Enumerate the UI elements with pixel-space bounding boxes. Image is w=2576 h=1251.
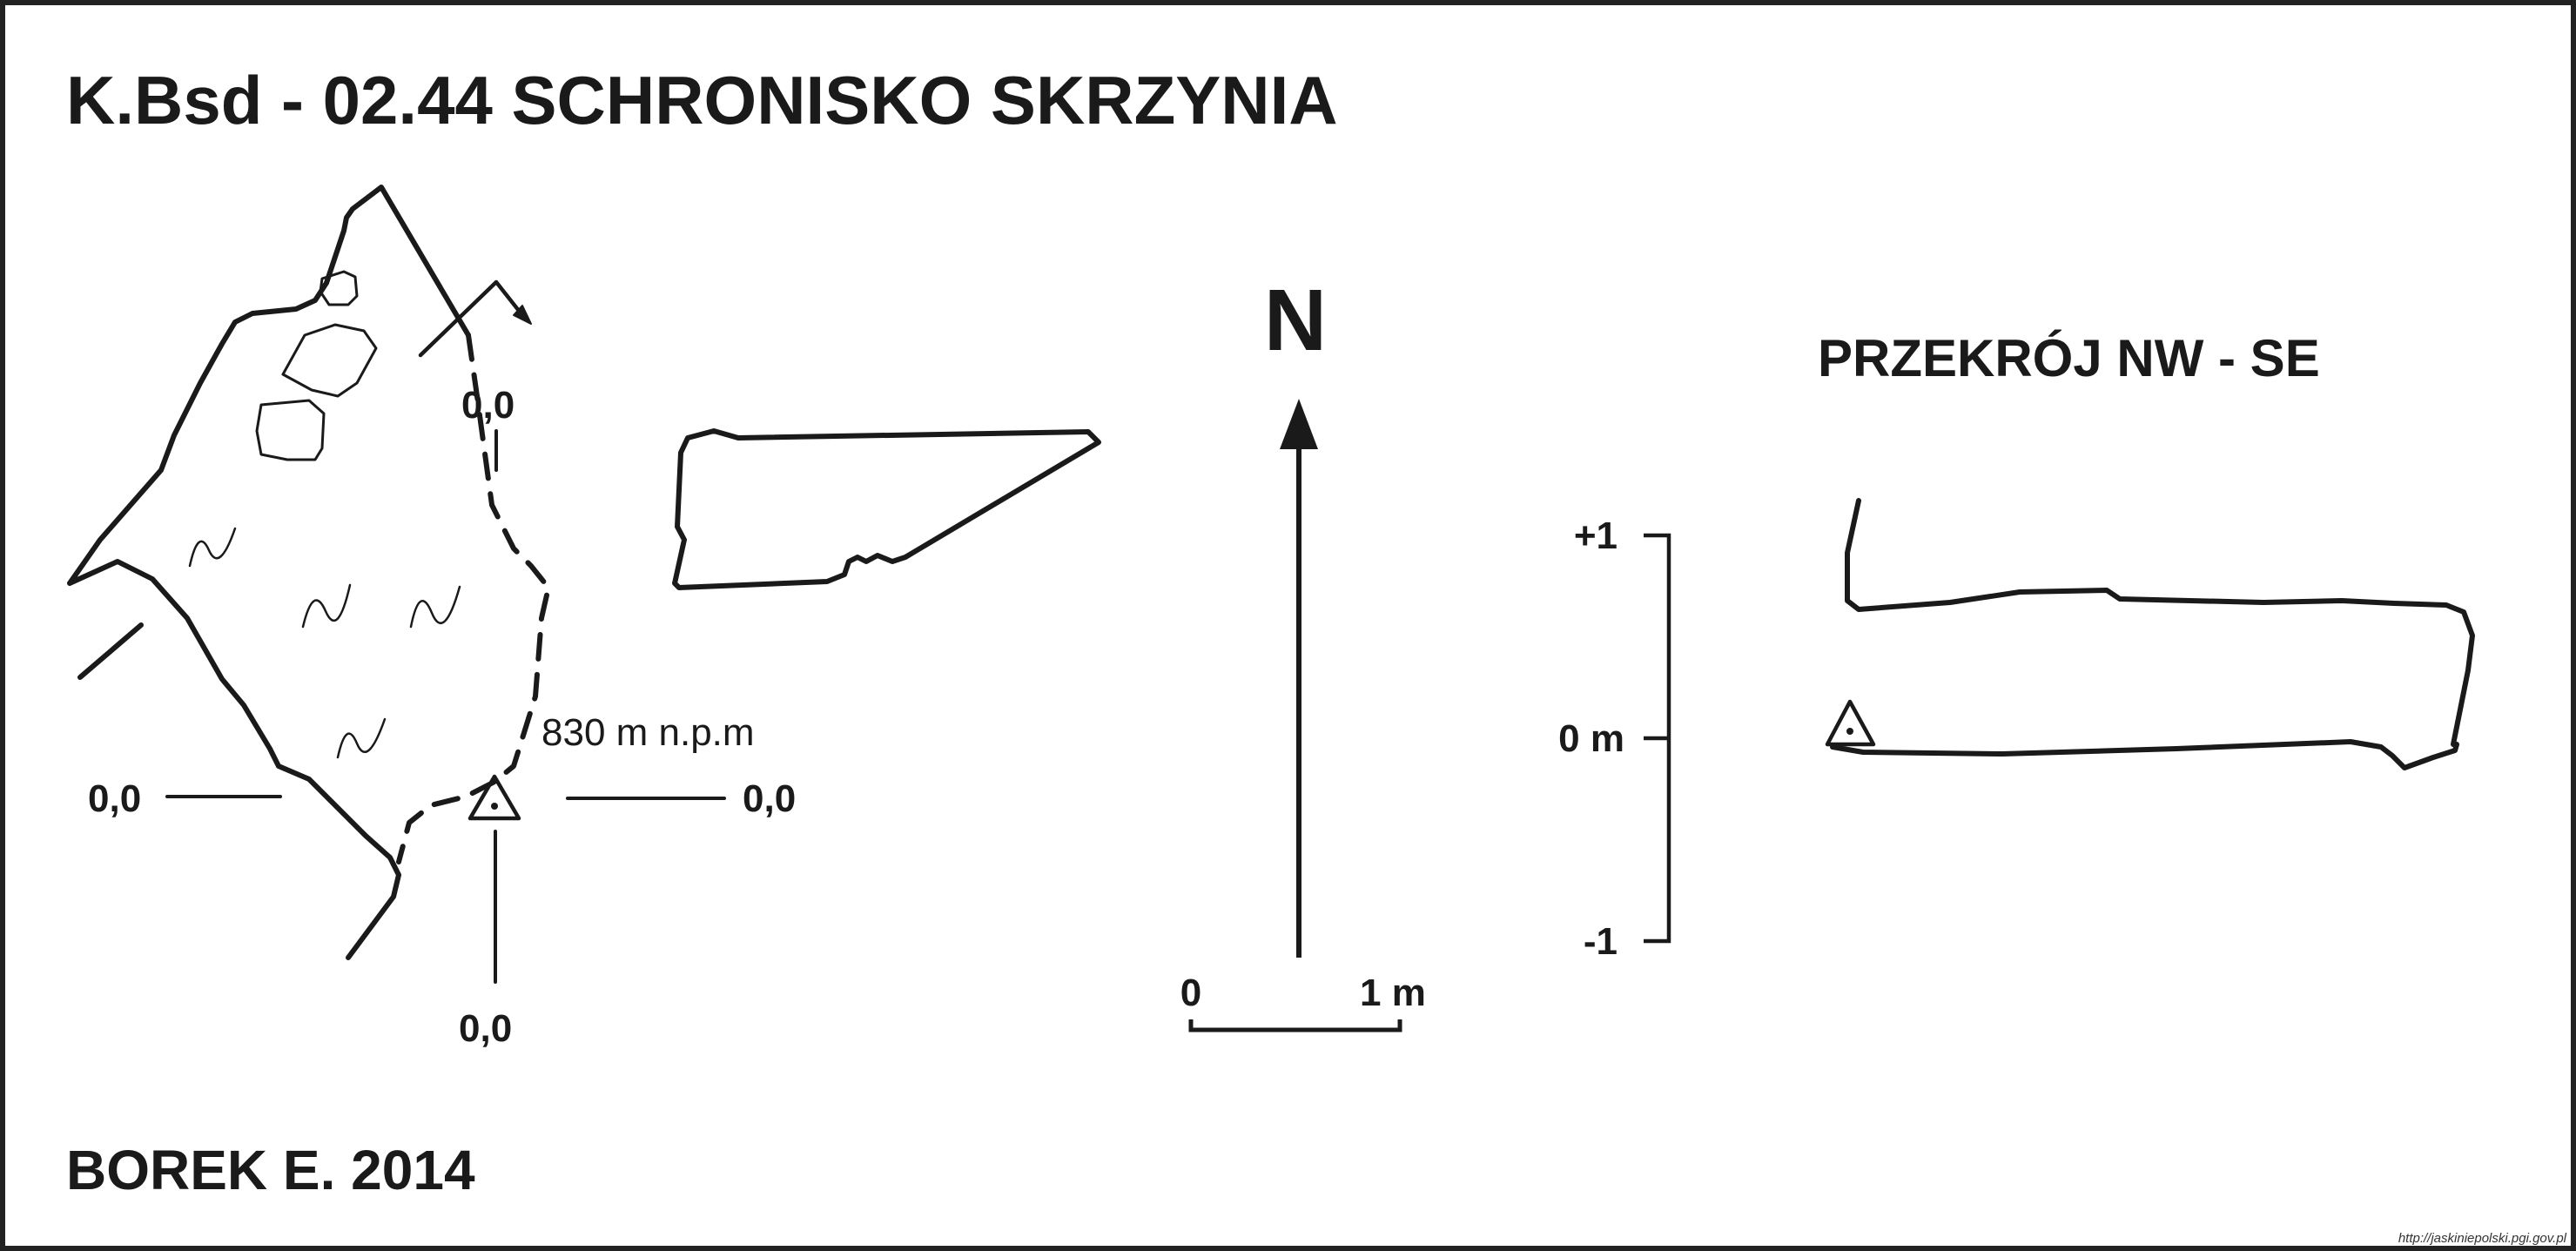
plan-dripline	[396, 333, 551, 864]
section-survey-point-dot	[1846, 728, 1853, 735]
survey-point-dot	[491, 803, 498, 810]
vertical-scale-middle: 0 m	[1558, 717, 1624, 760]
section-line-arrow	[418, 279, 525, 358]
survey-point-icon	[467, 774, 521, 821]
plan-label-top: 0,0	[461, 384, 515, 427]
section-arrow-head	[513, 305, 532, 325]
section-ceiling	[1830, 498, 2475, 770]
plan-squiggle	[301, 583, 352, 629]
north-arrow-head	[1280, 399, 1318, 449]
section-survey-point-icon	[1825, 699, 1876, 747]
plan-boulder	[255, 399, 326, 461]
cave-plan	[67, 185, 726, 984]
plan-label-left: 0,0	[88, 777, 141, 820]
plan-squiggle	[188, 527, 237, 568]
source-url: http://jaskiniepolski.pgi.gov.pl	[2398, 1231, 2567, 1246]
scale-end-label: 1 m	[1360, 972, 1426, 1014]
vertical-scale	[1644, 533, 1671, 944]
scale-bar-line	[1188, 1019, 1402, 1032]
scale-bar: 0 1 m	[1180, 972, 1426, 1032]
plan-boulder	[281, 323, 378, 398]
cave-cross-section	[672, 428, 1101, 590]
map-author: BOREK E. 2014	[66, 1139, 475, 1201]
plan-label-bottom: 0,0	[459, 1007, 512, 1050]
cave-longitudinal-section	[1825, 498, 2475, 770]
plan-squiggle	[409, 585, 461, 629]
section-title: PRZEKRÓJ NW - SE	[1818, 329, 2320, 387]
north-arrow: N	[1264, 272, 1327, 958]
plan-entrance-wall	[77, 622, 144, 680]
vertical-scale-bottom: -1	[1584, 920, 1618, 963]
plan-boulder	[319, 270, 359, 306]
vertical-scale-top: +1	[1574, 515, 1618, 557]
elevation-label: 830 m n.p.m	[541, 711, 755, 754]
plan-outline	[67, 185, 471, 960]
map-title: K.Bsd - 02.44 SCHRONISKO SKRZYNIA	[66, 62, 1338, 138]
scale-start-label: 0	[1180, 972, 1201, 1014]
north-label: N	[1264, 272, 1327, 369]
plan-label-right: 0,0	[743, 777, 796, 820]
plan-squiggle	[336, 717, 387, 759]
